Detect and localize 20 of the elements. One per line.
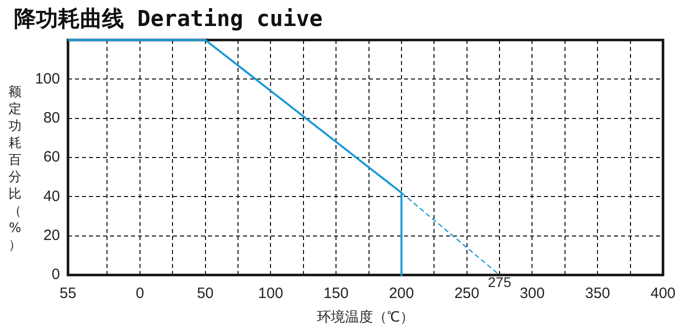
x-tick-label: 200 [388, 285, 414, 302]
y-tick-label: 100 [34, 70, 60, 88]
x-tick-label: 100 [258, 285, 284, 302]
x-tick-label: 250 [454, 285, 480, 302]
x-tick-label: 50 [196, 285, 214, 302]
y-tick-label: 40 [43, 188, 60, 205]
y-tick-label: 80 [43, 109, 60, 126]
x-axis-title: 环境温度（℃） [317, 308, 414, 324]
x-tick-label: 150 [324, 285, 349, 302]
y-tick-label: 60 [43, 148, 60, 166]
x-tick-label: 300 [520, 285, 545, 302]
x-tick-label: 400 [650, 285, 676, 302]
text: 额定功耗百分比（%） [8, 85, 22, 253]
x-tick-label: 55 [60, 285, 76, 302]
x-tick-label: 350 [585, 285, 610, 302]
y-tick-label: 0 [52, 266, 60, 284]
annotation: 275 [488, 274, 512, 290]
y-tick-label: 20 [43, 226, 60, 244]
x-tick-label: 0 [136, 285, 144, 302]
chart-title: 降功耗曲线 Derating cuive [14, 6, 323, 34]
